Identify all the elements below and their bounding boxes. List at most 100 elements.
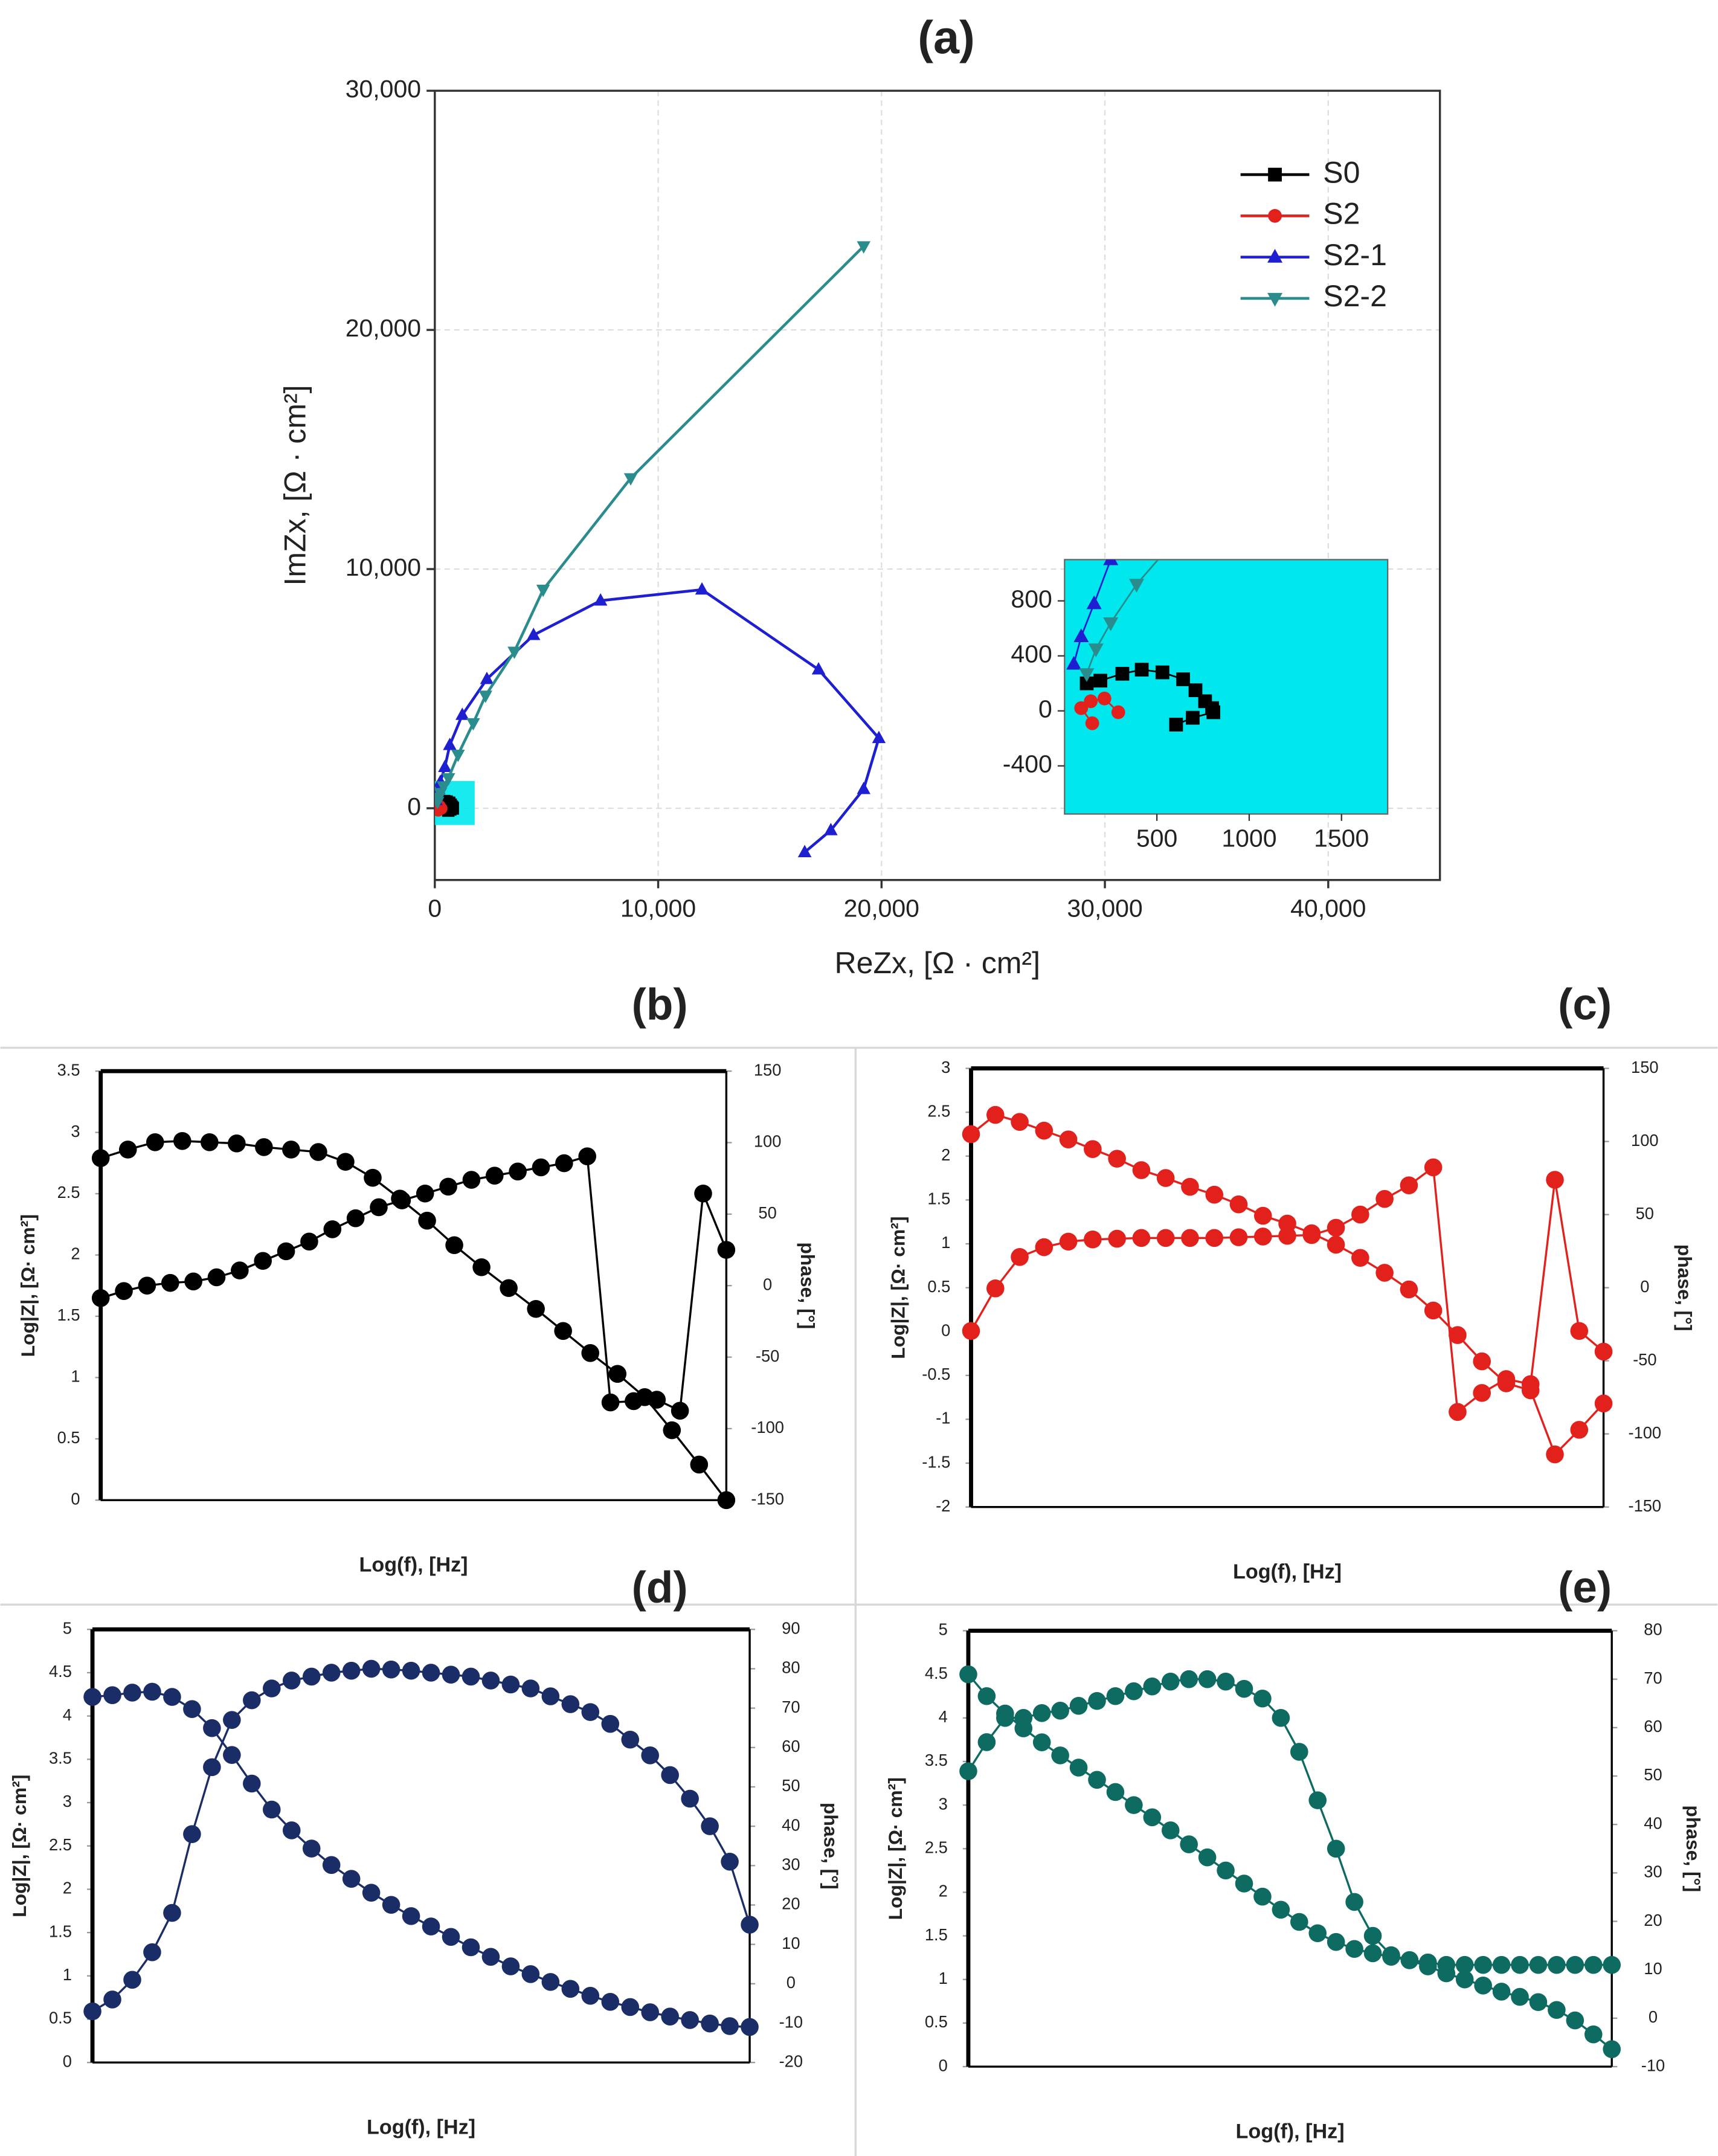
chart-title: (b) bbox=[632, 980, 688, 1029]
y-tick-label: 4.5 bbox=[49, 1662, 72, 1681]
y2-tick-label: 50 bbox=[1636, 1204, 1654, 1223]
marker bbox=[436, 781, 451, 794]
marker bbox=[364, 1168, 382, 1187]
series-line bbox=[1086, 559, 1159, 674]
marker bbox=[254, 1252, 272, 1270]
marker bbox=[555, 1154, 573, 1173]
marker bbox=[201, 1133, 219, 1151]
marker bbox=[300, 1232, 318, 1251]
marker bbox=[123, 1971, 141, 1989]
marker bbox=[1093, 674, 1107, 688]
y-tick-label: 1 bbox=[941, 1233, 950, 1252]
marker bbox=[1156, 1169, 1175, 1187]
y-tick-label: 2 bbox=[941, 1145, 950, 1164]
marker bbox=[1051, 1746, 1069, 1765]
marker bbox=[302, 1839, 321, 1858]
y-tick-label: 4 bbox=[939, 1707, 948, 1726]
y2-tick-label: -100 bbox=[1628, 1423, 1661, 1442]
marker bbox=[1566, 2011, 1584, 2030]
y-tick-label: 5 bbox=[63, 1618, 72, 1637]
marker bbox=[641, 1746, 659, 1765]
marker bbox=[1511, 1987, 1529, 2006]
marker bbox=[342, 1870, 361, 1888]
marker bbox=[824, 823, 838, 835]
marker bbox=[561, 1980, 580, 1998]
marker bbox=[721, 2017, 739, 2035]
marker bbox=[1084, 694, 1098, 709]
marker bbox=[1424, 1301, 1443, 1320]
marker bbox=[1186, 710, 1200, 725]
y2-tick-label: 50 bbox=[758, 1203, 776, 1222]
marker bbox=[1308, 1791, 1327, 1809]
marker bbox=[91, 1289, 110, 1307]
y-tick-label: 1.5 bbox=[49, 1922, 72, 1940]
marker bbox=[1584, 1955, 1603, 1974]
y-tick-label: 1 bbox=[63, 1965, 72, 1984]
marker bbox=[1424, 1158, 1443, 1177]
series-line bbox=[1073, 559, 1112, 664]
marker bbox=[601, 1714, 620, 1733]
marker bbox=[872, 730, 886, 744]
marker bbox=[103, 1990, 121, 2009]
y-tick-label: 2 bbox=[71, 1244, 80, 1263]
y2-tick-label: 30 bbox=[1644, 1862, 1662, 1881]
y2-tick-label: 10 bbox=[782, 1934, 800, 1952]
y2-tick-label: -20 bbox=[779, 2051, 803, 2070]
marker bbox=[1327, 1218, 1345, 1237]
marker bbox=[1088, 1691, 1106, 1710]
marker bbox=[1217, 1672, 1235, 1691]
marker bbox=[717, 1241, 736, 1259]
marker bbox=[1088, 1771, 1106, 1789]
marker bbox=[1066, 655, 1082, 670]
inset-x-tick-label: 1500 bbox=[1314, 825, 1369, 852]
marker bbox=[277, 1242, 295, 1261]
marker bbox=[255, 1138, 273, 1156]
x-tick-label: 30,000 bbox=[1067, 895, 1142, 922]
marker bbox=[478, 690, 493, 703]
marker bbox=[1032, 1733, 1051, 1752]
marker bbox=[1351, 1205, 1369, 1224]
marker bbox=[959, 1762, 977, 1780]
marker bbox=[228, 1134, 246, 1153]
marker bbox=[1205, 1185, 1224, 1204]
y2-tick-label: -150 bbox=[751, 1489, 784, 1508]
y-tick-label: 3 bbox=[941, 1058, 950, 1076]
marker bbox=[959, 1665, 977, 1684]
y2-tick-label: 0 bbox=[787, 1973, 796, 1992]
marker bbox=[1035, 1238, 1054, 1257]
marker bbox=[601, 1393, 620, 1412]
marker bbox=[521, 1965, 540, 1983]
marker bbox=[485, 1166, 504, 1185]
y2-tick-label: 10 bbox=[1644, 1959, 1662, 1978]
marker bbox=[661, 2007, 679, 2026]
marker bbox=[438, 759, 452, 773]
legend-label: S0 bbox=[1323, 155, 1360, 189]
marker bbox=[1181, 1177, 1199, 1196]
marker bbox=[1474, 1977, 1492, 1995]
marker bbox=[370, 1198, 388, 1217]
marker bbox=[695, 582, 709, 595]
marker bbox=[123, 1684, 141, 1702]
y-tick-label: 0 bbox=[71, 1489, 80, 1508]
marker bbox=[1308, 1924, 1327, 1943]
marker bbox=[83, 1688, 101, 1706]
marker bbox=[1069, 1696, 1088, 1715]
y-tick-label: 1 bbox=[71, 1367, 80, 1386]
marker bbox=[1115, 666, 1130, 681]
marker bbox=[741, 1916, 759, 1934]
marker bbox=[1169, 718, 1183, 732]
series-line bbox=[92, 1667, 751, 2012]
y-tick-label: 1.5 bbox=[57, 1305, 80, 1324]
marker bbox=[601, 1993, 620, 2011]
marker bbox=[455, 707, 469, 720]
marker bbox=[561, 1695, 580, 1713]
marker bbox=[402, 1661, 420, 1680]
marker bbox=[416, 1184, 434, 1203]
marker bbox=[1345, 1893, 1363, 1911]
marker bbox=[1566, 1955, 1584, 1974]
marker bbox=[1474, 1955, 1492, 1974]
y-tick-label: 0 bbox=[941, 1321, 950, 1339]
y-tick-label: 0.5 bbox=[927, 1277, 950, 1296]
y2-tick-label: 40 bbox=[1644, 1813, 1662, 1832]
